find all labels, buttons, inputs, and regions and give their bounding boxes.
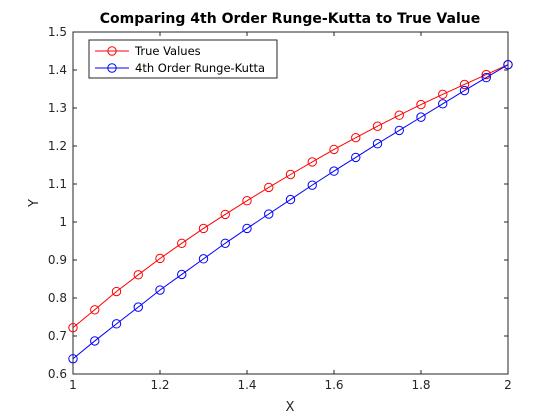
data-point <box>177 238 187 248</box>
data-point <box>329 144 339 155</box>
data-point <box>220 209 230 220</box>
data-point <box>242 223 252 234</box>
data-point <box>220 238 230 248</box>
y-axis-label: Y <box>27 199 42 208</box>
chart-title: Comparing 4th Order Runge-Kutta to True … <box>100 11 480 27</box>
data-point <box>133 270 143 280</box>
data-point <box>307 157 317 167</box>
data-point <box>68 322 78 333</box>
data-point <box>307 180 317 190</box>
data-point <box>90 305 100 315</box>
y-tick-label: 1.1 <box>48 177 67 191</box>
x-axis: 1 1.2 1.4 1.6 1.8 2 <box>69 32 512 392</box>
legend-entry: 4th Order Runge-Kutta <box>95 61 265 75</box>
data-point <box>372 139 383 149</box>
data-point <box>351 132 361 143</box>
series-1 <box>68 59 513 333</box>
series-line <box>72 64 509 360</box>
y-axis: 0.6 0.7 0.8 0.9 1 1.1 1.2 1.3 1.4 1.5 <box>48 25 508 381</box>
data-point <box>394 125 404 136</box>
y-tick-label: 1.5 <box>48 25 67 39</box>
data-point <box>242 196 252 206</box>
series-line <box>72 64 509 329</box>
data-point <box>111 319 122 329</box>
x-tick-label: 1.2 <box>150 378 169 392</box>
data-point <box>503 59 513 70</box>
plot-frame <box>72 31 509 375</box>
legend-entry: True Values <box>95 44 201 58</box>
data-point <box>351 152 361 163</box>
y-tick-label: 0.8 <box>48 291 67 305</box>
data-point <box>416 99 426 110</box>
x-tick-label: 1.4 <box>237 378 256 392</box>
data-point <box>416 112 426 122</box>
data-point <box>155 253 165 264</box>
y-tick-label: 1 <box>59 215 67 229</box>
y-tick-label: 0.7 <box>48 329 67 343</box>
data-point <box>459 79 470 90</box>
data-point <box>133 302 143 312</box>
data-point <box>155 285 165 295</box>
data-point <box>90 336 100 346</box>
series-2 <box>68 59 513 364</box>
data-point <box>438 99 448 109</box>
data-point <box>394 110 404 120</box>
y-tick-label: 0.9 <box>48 253 67 267</box>
x-tick-label: 2 <box>504 378 512 392</box>
data-point <box>198 254 209 264</box>
plot-area <box>68 31 513 375</box>
y-tick-label: 1.2 <box>48 139 67 153</box>
legend-marker <box>107 46 117 56</box>
y-tick-label: 1.4 <box>48 63 67 77</box>
x-axis-label: X <box>286 400 295 415</box>
data-point <box>198 223 209 234</box>
x-tick-label: 1.8 <box>411 378 430 392</box>
data-point <box>264 182 274 193</box>
data-point <box>285 169 296 180</box>
x-tick-label: 1 <box>69 378 77 392</box>
y-tick-label: 1.3 <box>48 101 67 115</box>
legend: True Values 4th Order Runge-Kutta <box>88 39 278 79</box>
data-point <box>177 269 187 280</box>
data-point <box>111 286 122 297</box>
data-point <box>481 72 491 83</box>
legend-marker <box>107 63 117 73</box>
data-point <box>372 121 383 131</box>
data-point <box>459 85 470 96</box>
data-point <box>285 194 296 205</box>
legend-box <box>88 39 278 79</box>
x-tick-label: 1.6 <box>324 378 343 392</box>
data-point <box>438 89 448 100</box>
legend-label: True Values <box>134 44 201 58</box>
data-point <box>68 354 78 364</box>
data-point <box>329 166 339 176</box>
data-point <box>264 209 274 219</box>
legend-label: 4th Order Runge-Kutta <box>135 61 265 75</box>
y-tick-label: 0.6 <box>48 367 67 381</box>
